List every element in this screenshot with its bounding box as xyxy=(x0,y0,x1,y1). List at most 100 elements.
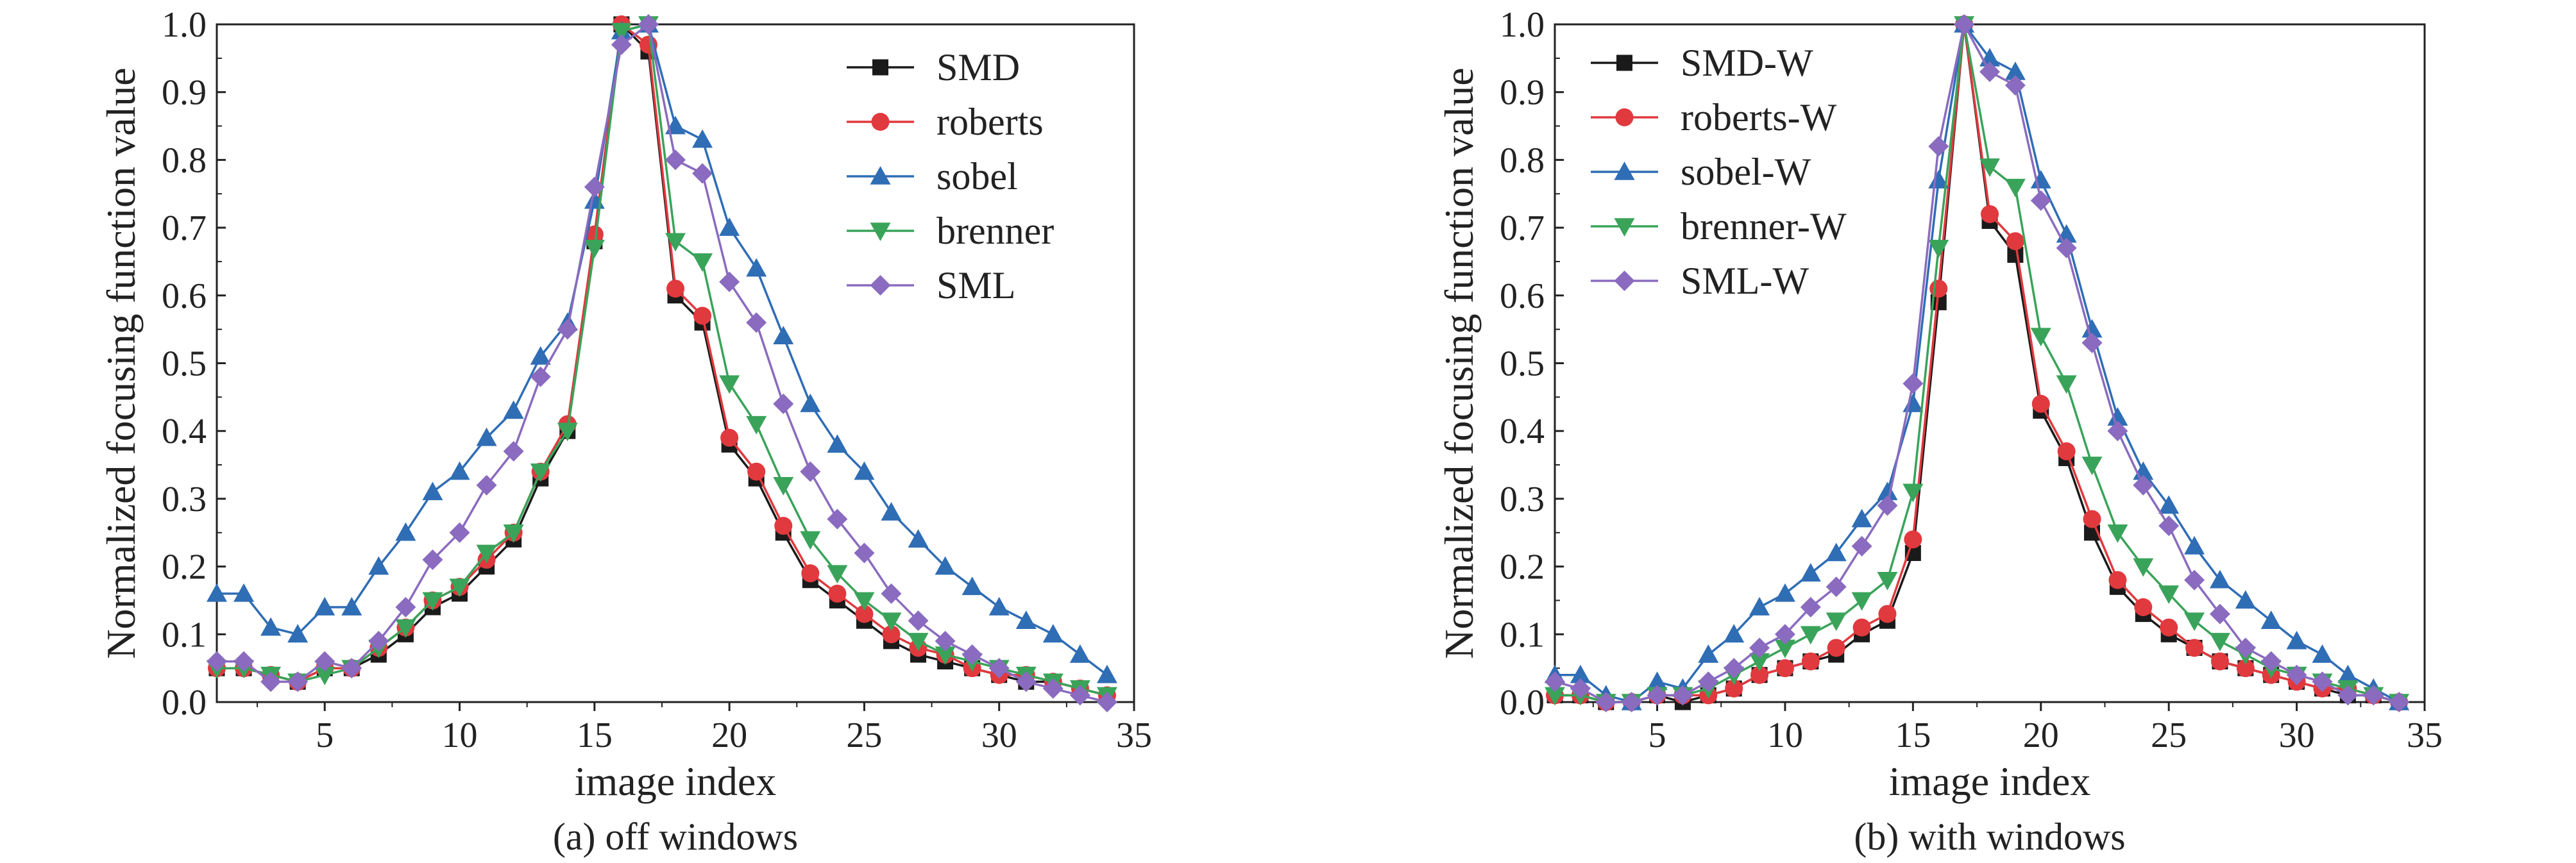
data-point xyxy=(1774,624,1795,645)
data-point xyxy=(773,393,794,414)
data-point xyxy=(1725,679,1743,698)
data-point xyxy=(881,502,902,521)
y-tick-label: 0.3 xyxy=(1500,480,1545,519)
legend-label: sobel-W xyxy=(1681,151,1811,193)
data-point xyxy=(1904,530,1922,549)
y-tick-label: 0.5 xyxy=(1500,344,1545,384)
data-point xyxy=(2107,421,2128,442)
data-point xyxy=(503,440,524,462)
data-point xyxy=(1851,535,1872,557)
data-point xyxy=(1877,495,1898,516)
x-tick-label: 10 xyxy=(442,716,478,755)
legend-label: roberts xyxy=(936,101,1044,143)
data-point xyxy=(2160,618,2178,637)
y-tick-label: 0.9 xyxy=(162,73,207,113)
legend-entry: roberts xyxy=(847,101,1044,143)
legend-marker xyxy=(870,222,891,241)
data-point xyxy=(530,346,551,365)
data-point xyxy=(2286,630,2307,649)
data-point xyxy=(1800,597,1821,618)
y-tick-label: 0.6 xyxy=(162,276,207,316)
legend-marker xyxy=(870,166,891,185)
y-tick-label: 0.8 xyxy=(1500,140,1545,180)
data-point xyxy=(2337,664,2359,683)
data-point xyxy=(1775,659,1794,678)
data-point xyxy=(1852,618,1871,637)
series-line xyxy=(1555,23,2400,703)
data-point xyxy=(2030,170,2051,189)
data-point xyxy=(1878,605,1897,623)
data-point xyxy=(1096,692,1117,712)
data-point xyxy=(1800,563,1821,582)
data-point xyxy=(666,280,684,298)
data-point xyxy=(2081,332,2103,353)
x-tick-label: 30 xyxy=(2279,716,2315,755)
y-tick-label: 0.1 xyxy=(1500,615,1545,655)
legend-entry: SMD-W xyxy=(1591,42,1813,84)
y-tick-label: 0.4 xyxy=(1500,412,1545,451)
chart-panel-with-windows: 0.0 0.1 0.2 0.3 0.4 0.5 0.6 0.7 0.8 0.9 1.0 5 10 15 20… xyxy=(1436,5,2443,858)
legend-marker xyxy=(1614,218,1635,237)
data-point xyxy=(719,217,740,236)
data-point xyxy=(747,462,766,481)
data-point xyxy=(341,658,362,679)
data-point xyxy=(2004,178,2026,197)
data-point xyxy=(1979,158,2000,177)
data-point xyxy=(314,597,335,616)
data-point xyxy=(2006,232,2024,251)
data-point xyxy=(1929,280,1948,298)
data-point xyxy=(1749,653,1770,672)
data-point xyxy=(746,415,767,435)
x-tick-label: 5 xyxy=(316,716,334,755)
data-point xyxy=(854,461,875,480)
legend-marker xyxy=(1614,162,1635,180)
data-point xyxy=(828,584,847,603)
data-point xyxy=(2158,585,2180,604)
data-point xyxy=(287,624,309,643)
data-point xyxy=(2236,659,2255,678)
data-point xyxy=(1800,626,1821,645)
data-point xyxy=(801,564,820,583)
data-point xyxy=(2030,328,2051,347)
data-point xyxy=(719,375,740,394)
data-point xyxy=(665,233,686,252)
data-point xyxy=(1647,671,1668,691)
data-point xyxy=(881,583,902,604)
data-point xyxy=(1851,508,1872,528)
data-point xyxy=(746,258,767,277)
legend-marker xyxy=(1615,108,1634,126)
data-point xyxy=(2363,685,2384,706)
data-point xyxy=(233,583,255,602)
data-point xyxy=(2235,590,2256,609)
data-point xyxy=(2133,558,2154,577)
y-tick-label: 0.8 xyxy=(162,140,207,180)
y-tick-label: 0.0 xyxy=(162,683,207,723)
data-point xyxy=(611,34,632,55)
data-point xyxy=(314,651,335,672)
y-axis-title: Normalized focusing function value xyxy=(1436,67,1482,658)
data-point xyxy=(881,612,902,632)
data-point xyxy=(1570,664,1591,683)
legend-label: brenner-W xyxy=(1681,205,1847,247)
data-point xyxy=(2260,651,2282,672)
data-point xyxy=(503,524,524,543)
data-point xyxy=(1827,639,1845,657)
data-point xyxy=(638,14,659,35)
data-point xyxy=(1570,678,1591,699)
data-point xyxy=(1724,658,1745,679)
data-point xyxy=(1749,637,1770,658)
data-point xyxy=(1826,612,1847,632)
y-tick-label: 0.3 xyxy=(162,480,207,519)
data-point xyxy=(1877,482,1898,501)
data-point xyxy=(1826,542,1847,562)
data-point xyxy=(2056,375,2077,394)
x-axis-title: image index xyxy=(575,758,777,804)
data-point xyxy=(1928,136,1949,157)
y-tick-label: 0.2 xyxy=(162,548,207,587)
panel-caption: (b) with windows xyxy=(1854,816,2125,858)
data-point xyxy=(449,578,470,598)
data-point xyxy=(2312,644,2333,663)
data-point xyxy=(827,434,848,453)
data-point xyxy=(988,597,1010,616)
